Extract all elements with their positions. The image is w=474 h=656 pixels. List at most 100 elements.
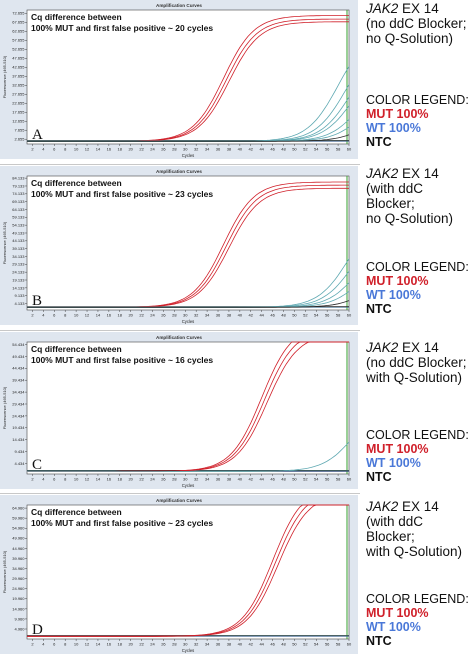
x-tick-label: 28 [172,313,177,318]
chart-b: Amplification Curves 2 4 6 8 10 12 14 16 18 20 22 24… [0,166,358,325]
x-tick-label: 58 [336,147,341,152]
x-tick-label: 4 [42,477,45,482]
x-tick-label: 16 [107,313,112,318]
x-tick-label: 28 [172,642,177,647]
y-tick-label: 39.133 [12,246,25,251]
x-tick-label: 46 [270,477,275,482]
cq-annotation-line2: 100% MUT and first false positive ~ 23 c… [31,189,213,199]
x-tick-label: 6 [53,477,56,482]
x-tick-label: 12 [85,147,90,152]
amplification-curve [27,441,350,472]
side-info-c: JAK2 EX 14 (no ddC Blocker; with Q-Solut… [366,332,474,495]
x-tick-label: 6 [53,313,56,318]
x-tick-label: 48 [281,477,286,482]
x-tick-label: 38 [227,313,232,318]
y-tick-label: 49.960 [12,536,25,541]
plot-area [26,341,350,475]
x-tick-label: 2 [31,477,34,482]
x-tick-label: 2 [31,147,34,152]
assay-condition-1: (no ddC Blocker; [366,16,467,31]
x-tick-label: 38 [227,477,232,482]
y-tick-label: 29.960 [12,576,25,581]
legend-wt: WT 100% [366,288,421,302]
y-tick-label: 79.133 [12,183,25,188]
y-tick-label: 64.133 [12,207,25,212]
y-tick-label: 9.960 [14,616,25,621]
panel-c: Amplification Curves 2 4 6 8 10 12 14 16 18 20 22 24… [0,332,474,495]
x-tick-label: 24 [150,642,155,647]
legend-title: COLOR LEGEND: [366,428,469,442]
legend-ntc: NTC [366,135,392,149]
y-axis-label: Fluorescence (465-510) [2,386,7,429]
y-tick-label: 62.655 [12,29,25,34]
cq-annotation-line1: Cq difference between [31,507,122,517]
panel-divider [0,330,360,331]
y-tick-label: 54.434 [12,342,25,347]
y-tick-label: 9.133 [14,293,25,298]
y-tick-label: 54.133 [12,223,25,228]
plot-area [26,504,350,640]
chart-c: Amplification Curves 2 4 6 8 10 12 14 16 18 20 22 24… [0,332,358,489]
panel-letter: B [32,293,42,309]
assay-condition-1: (no ddC Blocker; [366,355,467,370]
x-tick-label: 36 [216,642,221,647]
x-tick-label: 50 [292,477,297,482]
cq-annotation-line2: 100% MUT and first false positive ~ 23 c… [31,518,213,528]
x-tick-label: 22 [139,477,144,482]
y-tick-label: 49.133 [12,230,25,235]
x-tick-label: 28 [172,477,177,482]
curves-group [27,15,350,142]
x-tick-label: 52 [303,477,308,482]
y-tick-label: 4.960 [14,626,25,631]
legend-mut: MUT 100% [366,274,429,288]
y-tick-label: 74.133 [12,191,25,196]
x-axis-label: Cycles [182,648,195,653]
x-tick-label: 50 [292,642,297,647]
chart-title: Amplification Curves [156,335,202,340]
color-legend: COLOR LEGEND: MUT 100% WT 100% NTC [366,592,469,648]
y-tick-label: 29.434 [12,401,25,406]
panel-divider [0,164,360,165]
assay-gene: JAK2 [366,166,399,181]
assay-exon: EX 14 [398,166,439,181]
y-tick-label: 12.655 [12,119,25,124]
y-tick-label: 72.655 [12,11,25,16]
y-axis-label: Fluorescence (465-510) [2,55,7,98]
legend-ntc: NTC [366,470,392,484]
y-tick-label: 22.655 [12,101,25,106]
x-tick-label: 34 [205,313,210,318]
panel-divider [0,493,360,494]
y-tick-label: 19.434 [12,425,25,430]
chart-title: Amplification Curves [156,498,202,503]
cq-annotation-line1: Cq difference between [31,12,122,22]
y-tick-label: 14.434 [12,437,25,442]
assay-condition-2: with Q-Solution) [366,544,463,559]
y-tick-label: 52.655 [12,47,25,52]
assay-description: JAK2 EX 14 (with ddC Blocker; with Q-Sol… [366,499,474,559]
x-axis-label: Cycles [182,153,195,158]
cq-annotation-line2: 100% MUT and first false positive ~ 16 c… [31,355,213,365]
y-tick-label: 39.434 [12,378,25,383]
x-tick-label: 4 [42,313,45,318]
x-tick-label: 16 [107,642,112,647]
x-axis-label: Cycles [182,483,195,488]
legend-wt: WT 100% [366,456,421,470]
curves-group [27,181,350,308]
y-tick-label: 2.655 [14,137,25,142]
x-tick-label: 56 [325,147,330,152]
x-tick-label: 44 [259,477,264,482]
x-tick-label: 40 [238,477,243,482]
y-tick-label: 34.960 [12,566,25,571]
panel-letter: D [32,622,43,638]
y-tick-label: 44.960 [12,546,25,551]
color-legend: COLOR LEGEND: MUT 100% WT 100% NTC [366,428,469,484]
x-tick-label: 34 [205,147,210,152]
x-tick-label: 40 [238,147,243,152]
x-tick-label: 12 [85,642,90,647]
x-tick-label: 54 [314,313,319,318]
y-tick-label: 69.133 [12,199,25,204]
y-tick-label: 47.655 [12,56,25,61]
x-tick-label: 48 [281,147,286,152]
x-tick-label: 38 [227,147,232,152]
